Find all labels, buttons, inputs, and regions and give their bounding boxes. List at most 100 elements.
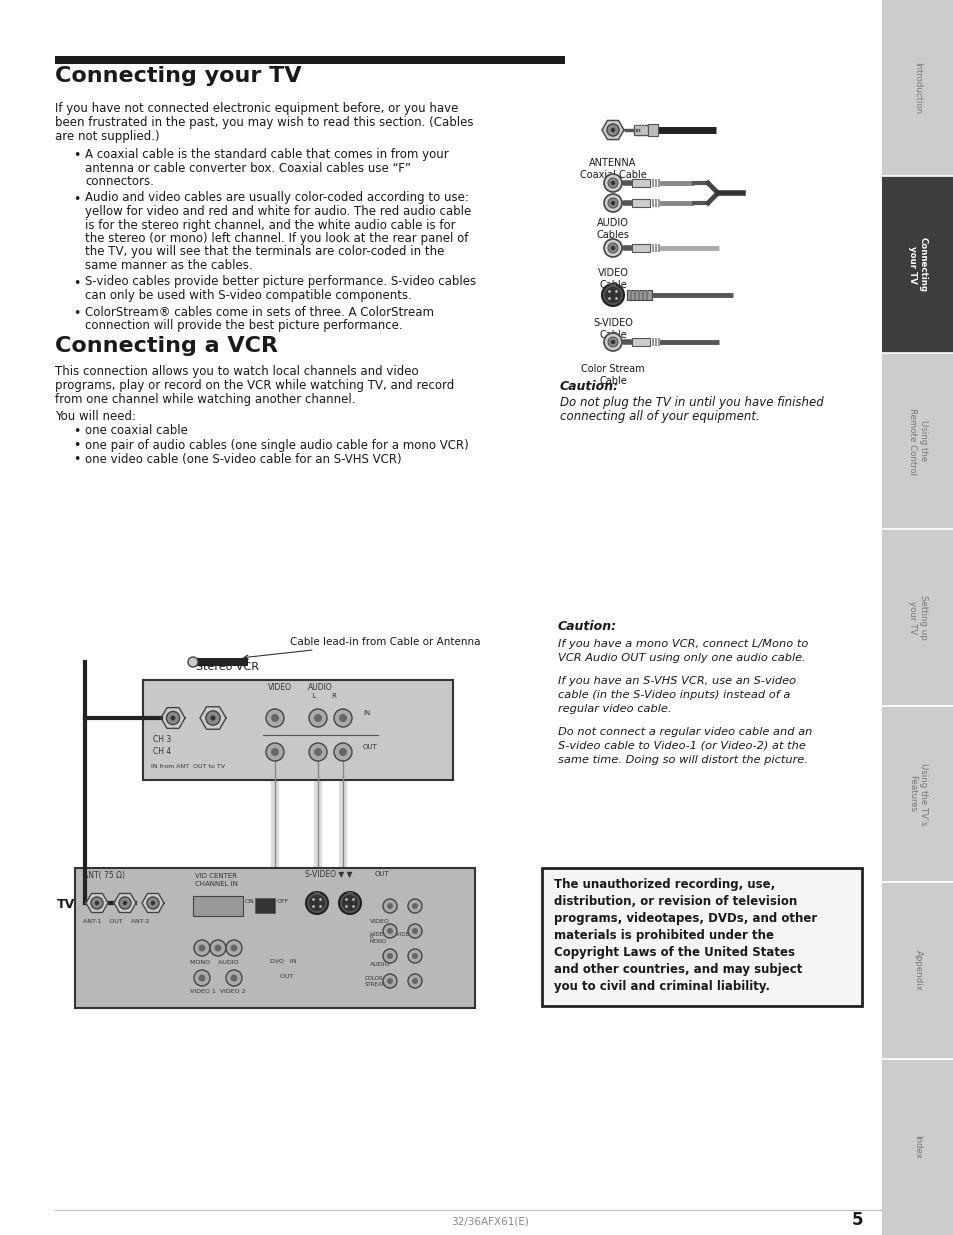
Bar [631, 199, 649, 207]
Text: DVO   IN: DVO IN [270, 960, 296, 965]
Circle shape [338, 892, 360, 914]
Text: Copyright Laws of the United States: Copyright Laws of the United States [554, 946, 794, 960]
Circle shape [319, 898, 321, 900]
Circle shape [603, 194, 621, 212]
Text: OFF: OFF [276, 899, 289, 904]
Circle shape [312, 898, 314, 900]
Circle shape [188, 657, 198, 667]
Bar [193, 897, 243, 916]
Circle shape [412, 903, 417, 909]
Bar [882, 0, 953, 177]
Text: antenna or cable converter box. Coaxial cables use “F”: antenna or cable converter box. Coaxial … [85, 162, 411, 174]
Bar [634, 125, 647, 135]
Text: Using the TV’s
Features: Using the TV’s Features [907, 763, 926, 825]
Text: CH 4: CH 4 [152, 747, 173, 756]
Text: VID CENTER: VID CENTER [194, 873, 236, 879]
Circle shape [214, 945, 221, 951]
Text: CHANNEL IN: CHANNEL IN [194, 881, 237, 887]
Text: •: • [73, 426, 80, 438]
Text: •: • [73, 306, 80, 320]
Bar [193, 658, 248, 666]
Text: OUT: OUT [375, 871, 390, 877]
Text: Index: Index [913, 1135, 922, 1158]
Text: is for the stereo right channel, and the white audio cable is for: is for the stereo right channel, and the… [85, 219, 456, 231]
Text: COLOR
STREAM: COLOR STREAM [365, 976, 387, 987]
Text: This connection allows you to watch local channels and video: This connection allows you to watch loca… [55, 364, 418, 378]
Circle shape [603, 240, 621, 257]
Bar [655, 338, 657, 346]
Text: 5: 5 [851, 1212, 862, 1229]
Circle shape [166, 711, 179, 725]
Polygon shape [161, 708, 185, 729]
Text: You will need:: You will need: [55, 410, 136, 424]
Text: one pair of audio cables (one single audio cable for a mono VCR): one pair of audio cables (one single aud… [85, 438, 468, 452]
Polygon shape [113, 893, 136, 913]
Text: VIDEO: VIDEO [268, 683, 292, 692]
Text: AUDIO
Cables: AUDIO Cables [596, 219, 629, 241]
Circle shape [382, 899, 396, 913]
Bar [640, 125, 641, 135]
Circle shape [387, 953, 393, 960]
Text: The unauthorized recording, use,: The unauthorized recording, use, [554, 878, 775, 890]
Bar [651, 338, 654, 346]
Text: S-video cable to Video-1 (or Video-2) at the: S-video cable to Video-1 (or Video-2) at… [558, 741, 805, 751]
Text: VIDEO 1  VIDEO 2: VIDEO 1 VIDEO 2 [370, 932, 418, 937]
Circle shape [345, 905, 348, 908]
Bar [631, 179, 649, 186]
Circle shape [610, 246, 615, 251]
Circle shape [271, 748, 278, 756]
Circle shape [306, 892, 328, 914]
Bar [181, 751, 194, 757]
Bar [347, 892, 353, 894]
Text: programs, videotapes, DVDs, and other: programs, videotapes, DVDs, and other [554, 911, 817, 925]
Text: VIDEO: VIDEO [370, 919, 390, 924]
Bar [634, 290, 636, 300]
Text: Using the
Remote Control: Using the Remote Control [907, 408, 926, 474]
Bar [651, 245, 654, 252]
Bar [626, 290, 651, 300]
Circle shape [607, 337, 618, 347]
Circle shape [119, 897, 131, 909]
Text: If you have not connected electronic equipment before, or you have: If you have not connected electronic equ… [55, 103, 457, 115]
Text: materials is prohibited under the: materials is prohibited under the [554, 929, 773, 942]
Circle shape [387, 903, 393, 909]
Circle shape [603, 174, 621, 191]
Bar [541, 868, 862, 1007]
Text: Stereo VCR: Stereo VCR [195, 662, 258, 672]
Circle shape [615, 298, 618, 300]
Text: Do not connect a regular video cable and an: Do not connect a regular video cable and… [558, 727, 812, 737]
Circle shape [266, 709, 284, 727]
Circle shape [412, 978, 417, 984]
Bar [181, 739, 194, 745]
Circle shape [193, 969, 210, 986]
Bar [638, 125, 639, 135]
Text: IN from ANT  OUT to TV: IN from ANT OUT to TV [151, 764, 225, 769]
Text: VIDEO 1  VIDEO 2: VIDEO 1 VIDEO 2 [190, 989, 245, 994]
Text: yellow for video and red and white for audio. The red audio cable: yellow for video and red and white for a… [85, 205, 471, 219]
Circle shape [382, 948, 396, 963]
Text: you to civil and criminal liability.: you to civil and criminal liability. [554, 981, 769, 993]
Text: OUT: OUT [270, 974, 294, 979]
Circle shape [206, 711, 220, 725]
Circle shape [412, 953, 417, 960]
Text: Introduction: Introduction [913, 62, 922, 115]
Circle shape [308, 894, 325, 911]
Text: CH 3: CH 3 [152, 735, 173, 743]
Bar [658, 179, 659, 186]
Bar [658, 245, 659, 252]
Circle shape [309, 709, 327, 727]
Text: S-VIDEO ▼ ▼: S-VIDEO ▼ ▼ [305, 869, 352, 878]
Circle shape [338, 748, 347, 756]
Text: MONO    AUDIO: MONO AUDIO [190, 960, 238, 965]
Circle shape [334, 709, 352, 727]
Circle shape [604, 287, 621, 304]
Text: ON: ON [245, 899, 254, 904]
Circle shape [193, 940, 210, 956]
Circle shape [387, 927, 393, 934]
Circle shape [408, 899, 421, 913]
Text: 32/36AFX61(E): 32/36AFX61(E) [451, 1216, 528, 1228]
Text: S-VIDEO
Cable: S-VIDEO Cable [593, 317, 632, 341]
Bar [655, 245, 657, 252]
Text: connectors.: connectors. [85, 175, 153, 188]
Text: one coaxial cable: one coaxial cable [85, 425, 188, 437]
